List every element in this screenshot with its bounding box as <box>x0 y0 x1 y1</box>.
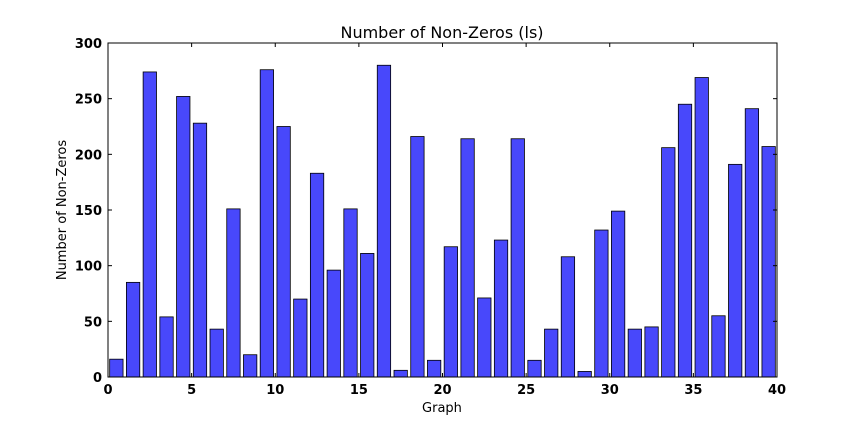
bar-34 <box>677 103 693 378</box>
y-tick-label: 50 <box>84 315 102 330</box>
bar-32 <box>644 326 659 378</box>
bar-36 <box>711 315 726 378</box>
x-tick-label: 30 <box>601 383 619 398</box>
bar-39 <box>761 146 776 378</box>
bar-11 <box>293 298 308 378</box>
y-tick-label: 200 <box>75 148 102 163</box>
bar-24 <box>510 138 525 378</box>
bar-16 <box>376 64 392 378</box>
bar-28 <box>577 371 592 378</box>
bar-15 <box>360 253 375 378</box>
y-tick-label: 150 <box>75 204 102 219</box>
bar-33 <box>661 147 676 378</box>
bar-17 <box>393 369 408 378</box>
x-axis-label: Graph <box>422 401 462 416</box>
bar-2 <box>142 71 157 378</box>
x-axis: 0 5 10 15 20 25 30 35 40 <box>103 43 786 398</box>
bar-23 <box>493 239 509 378</box>
x-tick-label: 25 <box>517 383 535 398</box>
x-tick-label: 35 <box>684 383 702 398</box>
bar-12 <box>309 172 325 378</box>
bar-5 <box>192 122 208 378</box>
bar-35 <box>694 77 709 378</box>
bar-22 <box>477 297 492 378</box>
bar-9 <box>259 69 274 378</box>
bar-3 <box>159 316 174 378</box>
bar-20 <box>443 246 458 378</box>
bar-21 <box>460 138 475 378</box>
y-tick-label: 250 <box>75 93 102 108</box>
y-axis: 0 50 100 150 200 250 300 <box>75 37 777 386</box>
bar-14 <box>343 208 358 378</box>
chart-title: Number of Non-Zeros (ls) <box>340 23 543 42</box>
bar-10 <box>276 126 291 378</box>
bar-27 <box>560 256 576 378</box>
bar-29 <box>594 229 609 378</box>
bar-37 <box>728 163 743 378</box>
bar-6 <box>209 328 224 378</box>
bar-1 <box>125 281 141 378</box>
bar-31 <box>627 328 642 378</box>
bar-4 <box>176 96 191 378</box>
y-tick-label: 300 <box>75 37 102 52</box>
x-tick-label: 0 <box>103 383 112 398</box>
bar-38 <box>744 108 760 378</box>
x-tick-label: 15 <box>350 383 368 398</box>
x-tick-label: 40 <box>768 383 786 398</box>
x-tick-label: 10 <box>266 383 284 398</box>
x-tick-label: 5 <box>187 383 196 398</box>
x-tick-label: 20 <box>433 383 451 398</box>
y-tick-label: 100 <box>75 260 102 275</box>
bar-19 <box>427 359 442 378</box>
bars-group <box>109 64 776 378</box>
bar-30 <box>611 210 626 378</box>
bar-13 <box>326 269 341 378</box>
bar-8 <box>243 354 258 378</box>
bar-25 <box>527 359 542 378</box>
plot-frame <box>107 42 778 378</box>
y-axis-label: Number of Non-Zeros <box>55 140 70 281</box>
bar-18 <box>410 136 425 378</box>
bar-0 <box>109 358 124 378</box>
bar-7 <box>226 208 241 378</box>
bar-26 <box>544 328 559 378</box>
y-tick-label: 0 <box>93 371 102 386</box>
